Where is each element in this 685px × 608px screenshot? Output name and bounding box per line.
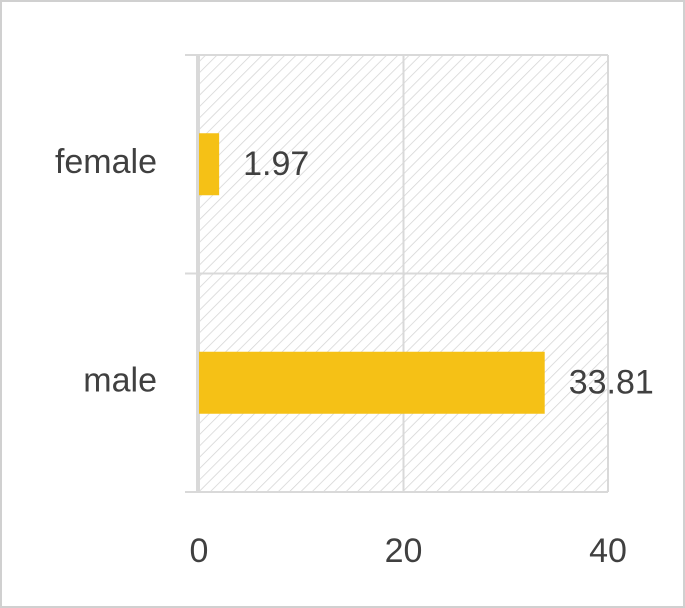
x-tick-label: 0 (190, 532, 209, 570)
bar (199, 133, 220, 196)
x-tick-label: 20 (385, 532, 423, 570)
bar (199, 351, 545, 414)
data-label: 33.81 (569, 364, 654, 402)
x-tick-label: 40 (589, 532, 627, 570)
data-label: 1.97 (243, 145, 309, 183)
y-tick-label: female (55, 143, 157, 181)
y-tick-label: male (83, 362, 157, 400)
